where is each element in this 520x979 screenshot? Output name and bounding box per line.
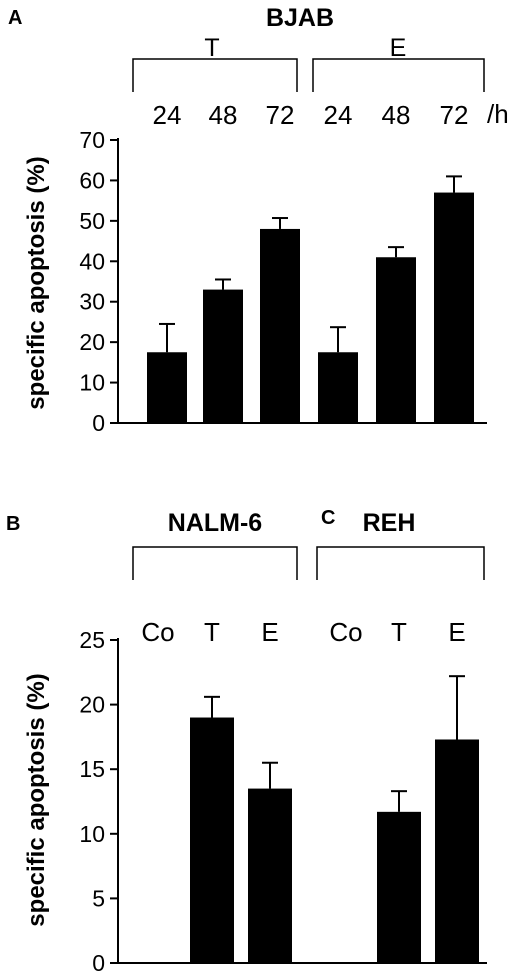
chart-marks: 0 10 20 30 40 50 60 70 24 48 72 24 48 72 0 5 10 15 20 25 Co T… [79,58,487,976]
panel-bc-y-tick-label: 10 [79,821,105,847]
panel-a-y-tick-label: 40 [79,248,105,274]
panel-a-title: BJAB [266,4,334,32]
panel-a-letter: A [8,7,22,29]
time-unit-label: /h [487,99,509,129]
panel-a-y-tick-label: 10 [79,370,105,396]
panel-a-y-tick-label: 0 [92,410,105,436]
panel-a-bar [318,352,358,423]
panel-c-category-label: T [391,617,407,647]
panel-b-bar [190,717,234,963]
panel-bc-y-axis-label: specific apoptosis (%) [23,673,50,926]
group-label-t: T [204,34,219,62]
panel-a-category-label: 48 [382,100,411,130]
panel-a-bar [434,192,474,423]
panel-c-category-label: Co [329,617,362,647]
panel-a-category-label: 72 [266,100,295,130]
panel-b-letter: B [6,513,20,535]
panel-bc-y-tick-label: 15 [79,756,105,782]
group-bracket-e [312,58,485,92]
panel-c-category-label: E [448,617,465,647]
panel-b-category-label: Co [141,617,174,647]
panel-c-letter: C [321,507,335,529]
panel-b-bracket [132,546,298,580]
panel-c-bar [377,811,421,963]
panel-a-category-label: 48 [209,100,238,130]
panel-b-category-label: E [261,617,278,647]
panel-a-bar [203,289,243,423]
panel-bc-y-tick-label: 5 [92,885,105,911]
panel-b-category-label: T [204,617,220,647]
panel-a-bar [147,352,187,423]
panel-c-title: REH [363,509,416,537]
panel-a-y-tick-label: 20 [79,329,105,355]
panel-bc-y-tick-label: 25 [79,627,105,653]
group-bracket-t [132,58,298,92]
panel-b-bar [248,788,292,963]
panel-c-bar [435,739,479,963]
panel-a-bar [376,257,416,423]
panel-a-category-label: 24 [324,100,353,130]
panel-a-category-label: 72 [440,100,469,130]
panel-a-y-axis-label: specific apoptosis (%) [23,156,50,409]
panel-a-y-tick-label: 30 [79,289,105,315]
group-label-e: E [390,34,407,62]
panel-c-bracket [316,546,485,580]
panel-a-y-tick-label: 70 [79,127,105,153]
panel-a-bar [260,228,300,423]
panel-a-category-label: 24 [153,100,182,130]
panel-a-y-tick-label: 60 [79,167,105,193]
panel-b-title: NALM-6 [168,509,262,537]
panel-a-y-tick-label: 50 [79,208,105,234]
panel-bc-y-tick-label: 0 [92,950,105,976]
panel-bc-y-tick-label: 20 [79,692,105,718]
